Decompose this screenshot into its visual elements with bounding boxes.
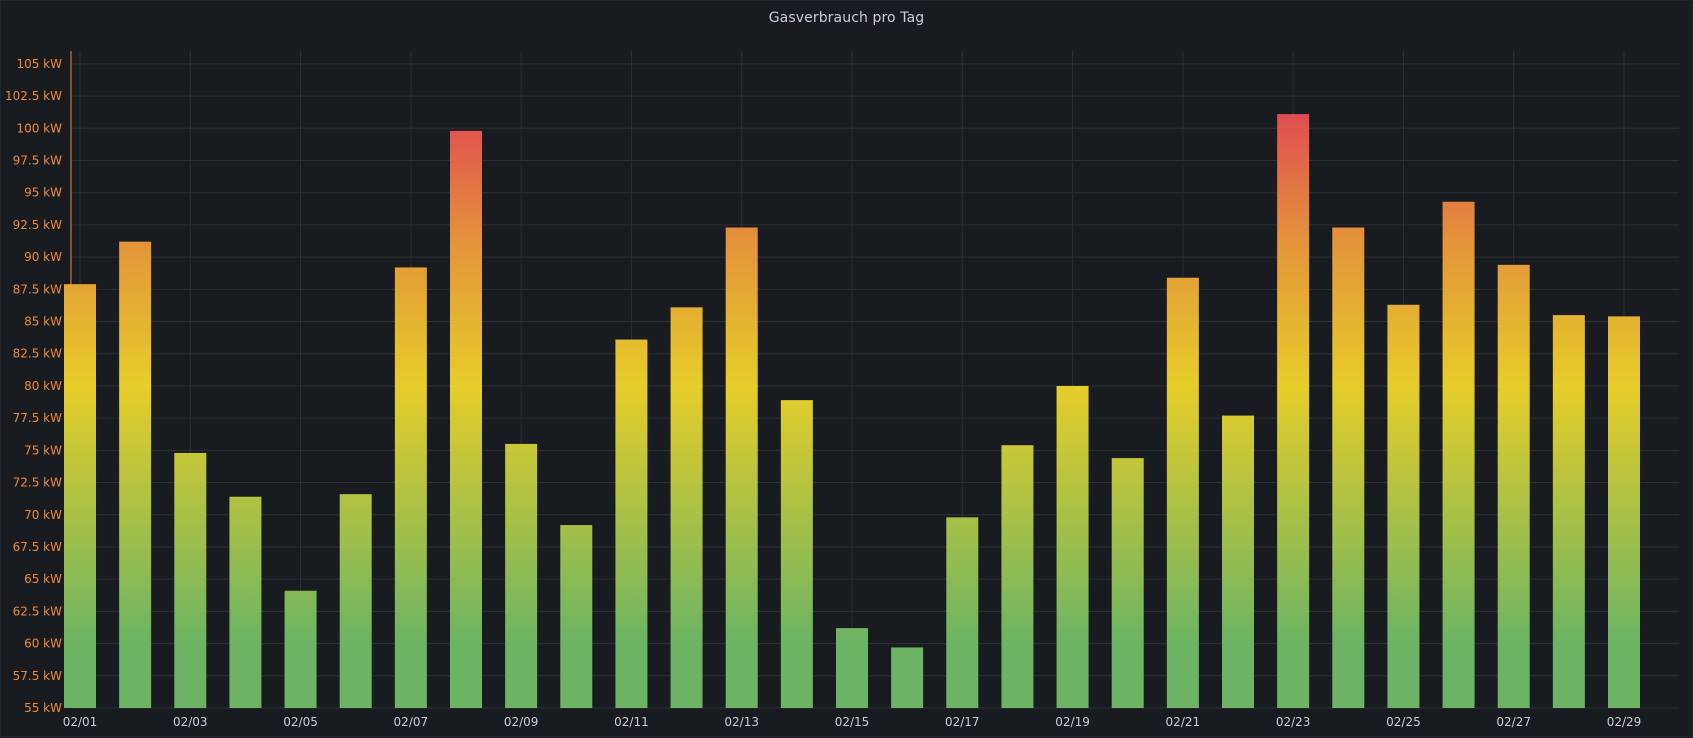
x-tick-label: 02/15 — [835, 715, 870, 729]
bar-02-25[interactable]: 02/25: 86.3 kW — [1387, 304, 1420, 708]
bar-02-24[interactable]: 02/24: 92.3 kW — [1332, 227, 1365, 709]
bar-02-28[interactable]: 02/28: 85.5 kW — [1552, 315, 1585, 708]
bar-02-27[interactable]: 02/27: 89.4 kW — [1497, 264, 1530, 708]
x-tick-label: 02/13 — [724, 715, 759, 729]
x-tick-label: 02/21 — [1166, 715, 1201, 729]
bar-02-05[interactable]: 02/05: 64.1 kW — [284, 590, 317, 708]
x-tick-label: 02/05 — [283, 715, 318, 729]
y-tick-label: 55 kW — [24, 701, 62, 715]
bar-02-19[interactable]: 02/19: 80 kW — [1056, 385, 1089, 708]
bar-02-22[interactable]: 02/22: 77.7 kW — [1222, 415, 1254, 708]
y-tick-label: 60 kW — [24, 637, 62, 651]
bar-02-11[interactable]: 02/11: 83.6 kW — [615, 339, 648, 708]
bar-02-06[interactable]: 02/06: 71.6 kW — [339, 494, 372, 708]
y-tick-label: 62.5 kW — [13, 604, 62, 618]
y-tick-label: 65 kW — [24, 572, 62, 586]
bar-02-26[interactable]: 02/26: 94.3 kW — [1442, 201, 1475, 709]
y-tick-label: 100 kW — [16, 121, 62, 135]
y-tick-label: 67.5 kW — [13, 540, 62, 554]
bar-02-02[interactable]: 02/02: 91.2 kW — [119, 241, 152, 709]
y-tick-label: 57.5 kW — [13, 669, 62, 683]
y-tick-label: 85 kW — [24, 315, 62, 329]
bar-02-07[interactable]: 02/07: 89.2 kW — [394, 267, 427, 708]
y-tick-label: 70 kW — [24, 508, 62, 522]
y-tick-label: 77.5 kW — [13, 411, 62, 425]
bar-02-15[interactable]: 02/15: 61.2 kW — [836, 628, 868, 708]
y-axis-labels: 55 kW 57.5 kW 60 kW 62.5 kW 65 kW 67.5 kW 70 k… — [5, 57, 62, 715]
x-tick-label: 02/25 — [1386, 715, 1421, 729]
panel-title[interactable]: Gasverbrauch pro Tag — [768, 10, 925, 26]
x-tick-label: 02/23 — [1276, 715, 1311, 729]
bar-02-17[interactable]: 02/17: 69.8 kW — [946, 517, 979, 708]
y-tick-label: 82.5 kW — [13, 347, 62, 361]
bar-02-03[interactable]: 02/03: 74.8 kW — [174, 452, 207, 708]
y-tick-label: 92.5 kW — [13, 218, 62, 232]
bar-02-01[interactable]: 02/01: 87.9 kW — [64, 284, 96, 708]
y-tick-label: 75 kW — [24, 443, 62, 457]
bar-02-13[interactable]: 02/13: 92.3 kW — [725, 227, 758, 709]
x-tick-label: 02/11 — [614, 715, 649, 729]
bar-02-12[interactable]: 02/12: 86.1 kW — [670, 307, 703, 708]
y-tick-label: 90 kW — [24, 250, 62, 264]
bar-02-29[interactable]: 02/29: 85.4 kW — [1608, 316, 1640, 708]
bar-02-16[interactable]: 02/16: 59.7 kW — [891, 647, 924, 708]
x-tick-label: 02/01 — [63, 715, 98, 729]
bar-02-20[interactable]: 02/20: 74.4 kW — [1111, 458, 1144, 708]
y-tick-label: 102.5 kW — [5, 89, 62, 103]
y-tick-label: 72.5 kW — [13, 476, 62, 490]
x-tick-label: 02/19 — [1055, 715, 1090, 729]
x-tick-label: 02/27 — [1496, 715, 1531, 729]
y-tick-label: 87.5 kW — [13, 282, 62, 296]
bar-02-23[interactable]: 02/23: 101.1 kW — [1277, 114, 1310, 708]
x-tick-label: 02/03 — [173, 715, 208, 729]
y-tick-label: 97.5 kW — [13, 154, 62, 168]
y-tick-label: 80 kW — [24, 379, 62, 393]
bar-02-08[interactable]: 02/08: 99.8 kW — [450, 130, 482, 708]
bar-02-09[interactable]: 02/09: 75.5 kW — [505, 443, 538, 708]
bars: 02/01: 87.9 kW 02/02: 91.2 kW 02/03: 74.8 … — [64, 114, 1640, 709]
bar-02-14[interactable]: 02/14: 78.9 kW — [780, 400, 813, 708]
bar-02-04[interactable]: 02/04: 71.4 kW — [229, 496, 262, 708]
x-tick-label: 02/09 — [504, 715, 539, 729]
bar-02-10[interactable]: 02/10: 69.2 kW — [560, 525, 593, 708]
bar-02-21[interactable]: 02/21: 88.4 kW — [1166, 277, 1199, 708]
x-tick-label: 02/29 — [1607, 715, 1642, 729]
y-tick-label: 95 kW — [24, 186, 62, 200]
bar-02-18[interactable]: 02/18: 75.4 kW — [1001, 445, 1034, 708]
x-tick-label: 02/07 — [394, 715, 429, 729]
x-tick-label: 02/17 — [945, 715, 980, 729]
y-tick-label: 105 kW — [16, 57, 62, 71]
x-axis-labels: 02/01 02/03 02/05 02/07 02/09 02/11 02/13 02/15… — [63, 715, 1642, 729]
